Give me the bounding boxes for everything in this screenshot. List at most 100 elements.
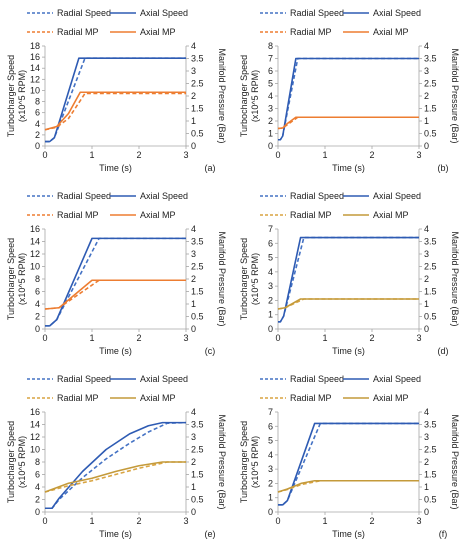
y-tick-label-left: 14 [30, 237, 40, 247]
y-tick-label-right: 0.5 [191, 495, 204, 505]
y-axis-title-left: Turbocharger Speed [239, 421, 249, 503]
legend-label: Radial MP [57, 393, 99, 403]
y-tick-label-left: 0 [268, 324, 273, 334]
y-tick-label-left: 6 [268, 421, 273, 431]
x-tick-label: 1 [89, 150, 94, 160]
x-axis-title: Time (s) [332, 346, 365, 356]
series-line [44, 461, 186, 493]
series-line [44, 91, 186, 131]
panel-label: (f) [439, 529, 448, 539]
x-tick-label: 2 [369, 333, 374, 343]
y-tick-label-right: 4 [424, 41, 429, 51]
y-tick-label-left: 7 [268, 407, 273, 417]
legend-label: Radial Speed [57, 374, 111, 384]
series-line [278, 236, 419, 323]
y-tick-label-left: 16 [30, 52, 40, 62]
y-tick-label-right: 0 [424, 141, 429, 151]
legend-label: Radial Speed [57, 191, 111, 201]
legend-label: Radial Speed [290, 8, 344, 18]
y-tick-label-left: 4 [268, 450, 273, 460]
x-axis-title: Time (s) [332, 529, 365, 539]
legend-label: Radial MP [57, 210, 99, 220]
series-line [277, 298, 419, 310]
y-tick-label-left: 5 [268, 436, 273, 446]
legend-label: Axial MP [140, 210, 176, 220]
legend-label: Axial MP [140, 27, 176, 37]
y-tick-label-right: 0.5 [424, 312, 437, 322]
y-axis-title-left: Turbocharger Speed [6, 55, 16, 137]
y-tick-label-left: 4 [268, 91, 273, 101]
series-line [45, 57, 186, 143]
y-tick-label-right: 0 [191, 141, 196, 151]
series-line [44, 279, 186, 310]
x-tick-label: 0 [275, 333, 280, 343]
panel-label: (b) [438, 163, 449, 173]
y-tick-label-right: 2 [424, 274, 429, 284]
y-axis-title-right: Manifold Pressure (Bar) [450, 414, 460, 509]
y-tick-label-left: 2 [268, 295, 273, 305]
x-tick-label: 0 [275, 516, 280, 526]
legend-label: Radial MP [57, 27, 99, 37]
y-tick-label-right: 2.5 [191, 79, 204, 89]
x-tick-label: 3 [416, 333, 421, 343]
y-tick-label-right: 1.5 [191, 287, 204, 297]
y-tick-label-right: 3 [191, 66, 196, 76]
y-tick-label-right: 0.5 [424, 495, 437, 505]
legend-label: Radial Speed [290, 191, 344, 201]
y-tick-label-left: 2 [35, 130, 40, 140]
y-tick-label-left: 10 [30, 262, 40, 272]
x-tick-label: 1 [89, 333, 94, 343]
y-tick-label-left: 2 [268, 478, 273, 488]
y-tick-label-left: 1 [268, 310, 273, 320]
series-line [278, 422, 419, 506]
y-tick-label-left: 5 [268, 253, 273, 263]
x-tick-label: 2 [136, 516, 141, 526]
legend-label: Radial MP [290, 393, 332, 403]
y-tick-label-left: 1 [268, 493, 273, 503]
x-tick-label: 2 [369, 516, 374, 526]
x-tick-label: 3 [183, 516, 188, 526]
y-tick-label-left: 4 [35, 299, 40, 309]
y-axis-title-left-units: (x10^5 RPM) [17, 70, 27, 122]
y-tick-label-right: 2 [191, 274, 196, 284]
x-tick-label: 0 [42, 333, 47, 343]
legend-label: Axial Speed [373, 8, 421, 18]
series-line [44, 279, 186, 310]
legend-label: Radial MP [290, 210, 332, 220]
y-tick-label-left: 0 [268, 507, 273, 517]
panel-label: (e) [205, 529, 216, 539]
y-axis-title-left: Turbocharger Speed [6, 238, 16, 320]
y-tick-label-left: 2 [35, 495, 40, 505]
y-axis-title-left: Turbocharger Speed [6, 421, 16, 503]
y-tick-label-right: 2.5 [424, 262, 437, 272]
y-axis-title-left-units: (x10^5 RPM) [250, 70, 260, 122]
chart-panel: Radial Speed Axial Speed Radial MP Axial MP… [239, 191, 460, 356]
y-tick-label-right: 0 [424, 324, 429, 334]
series-line [277, 479, 419, 493]
y-axis-title-left: Turbocharger Speed [239, 238, 249, 320]
y-tick-label-right: 2.5 [191, 262, 204, 272]
y-tick-label-right: 4 [191, 41, 196, 51]
legend-label: Axial MP [373, 393, 409, 403]
x-tick-label: 1 [322, 516, 327, 526]
y-tick-label-left: 14 [30, 63, 40, 73]
series-line [45, 237, 186, 327]
chart-panel: Radial Speed Axial Speed Radial MP Axial MP… [6, 191, 227, 356]
y-tick-label-right: 2.5 [424, 445, 437, 455]
legend-label: Axial Speed [140, 191, 188, 201]
x-tick-label: 0 [275, 150, 280, 160]
y-tick-label-right: 0.5 [424, 129, 437, 139]
x-tick-label: 1 [89, 516, 94, 526]
y-tick-label-left: 3 [268, 464, 273, 474]
y-tick-label-right: 3.5 [191, 237, 204, 247]
series-line [277, 116, 419, 130]
y-tick-label-left: 8 [35, 457, 40, 467]
y-tick-label-right: 1 [191, 482, 196, 492]
y-tick-label-right: 2 [191, 91, 196, 101]
y-tick-label-left: 5 [268, 79, 273, 89]
panel-label: (c) [205, 346, 216, 356]
y-tick-label-right: 1.5 [191, 104, 204, 114]
series-line [278, 236, 419, 323]
y-tick-label-left: 0 [35, 324, 40, 334]
